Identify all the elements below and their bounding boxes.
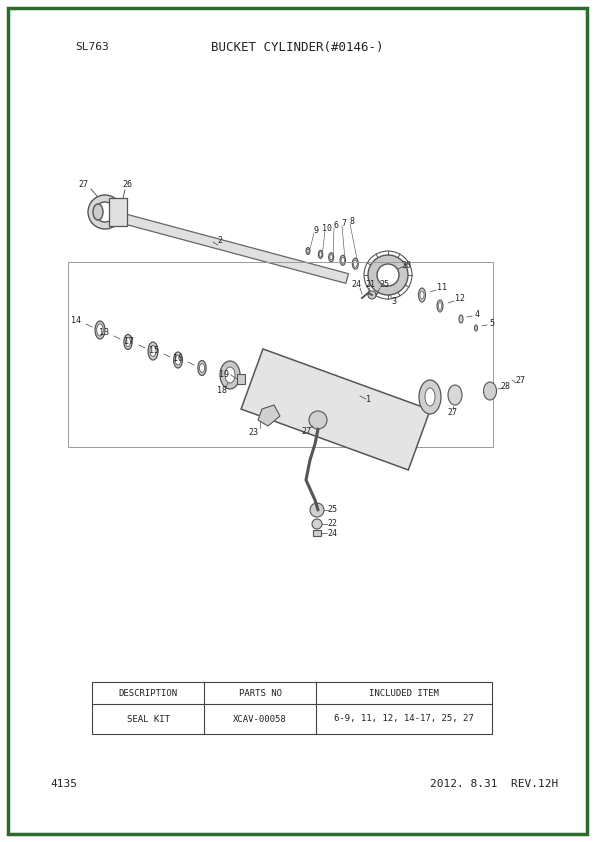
Text: 2012. 8.31  REV.12H: 2012. 8.31 REV.12H xyxy=(430,779,558,789)
Circle shape xyxy=(368,255,408,295)
Polygon shape xyxy=(258,405,280,426)
Ellipse shape xyxy=(319,252,322,257)
Text: 5: 5 xyxy=(490,318,494,328)
Text: SL763: SL763 xyxy=(75,42,109,52)
Ellipse shape xyxy=(328,253,334,262)
Text: 23: 23 xyxy=(248,428,258,436)
Ellipse shape xyxy=(352,258,358,269)
Text: 21: 21 xyxy=(365,280,375,289)
Ellipse shape xyxy=(97,324,104,336)
Ellipse shape xyxy=(474,325,478,331)
Text: 12: 12 xyxy=(455,294,465,302)
Ellipse shape xyxy=(341,258,345,264)
Ellipse shape xyxy=(126,338,130,347)
Text: 27: 27 xyxy=(515,376,525,385)
Ellipse shape xyxy=(124,334,132,349)
Ellipse shape xyxy=(448,385,462,405)
Ellipse shape xyxy=(93,204,103,220)
Ellipse shape xyxy=(199,364,205,372)
Polygon shape xyxy=(109,198,127,226)
Text: 3: 3 xyxy=(392,296,396,306)
Ellipse shape xyxy=(150,345,156,356)
Ellipse shape xyxy=(198,360,206,376)
Text: 18: 18 xyxy=(217,386,227,395)
Text: 13: 13 xyxy=(99,328,109,337)
Ellipse shape xyxy=(220,361,240,389)
Text: 25: 25 xyxy=(379,280,389,289)
Text: 22: 22 xyxy=(327,520,337,529)
Ellipse shape xyxy=(459,315,463,323)
Text: 2: 2 xyxy=(218,236,223,244)
Circle shape xyxy=(309,411,327,429)
Text: 11: 11 xyxy=(437,283,447,291)
Text: 24: 24 xyxy=(327,529,337,537)
Text: BUCKET CYLINDER(#0146-): BUCKET CYLINDER(#0146-) xyxy=(211,40,383,54)
Ellipse shape xyxy=(353,260,357,267)
Ellipse shape xyxy=(419,380,441,414)
Ellipse shape xyxy=(330,255,333,259)
Ellipse shape xyxy=(437,300,443,312)
Text: 28: 28 xyxy=(500,381,510,391)
Ellipse shape xyxy=(418,288,425,302)
Ellipse shape xyxy=(340,255,346,265)
Circle shape xyxy=(88,195,122,229)
Ellipse shape xyxy=(148,342,158,360)
Text: 27: 27 xyxy=(447,408,457,417)
Text: 6: 6 xyxy=(334,221,339,230)
Text: INCLUDED ITEM: INCLUDED ITEM xyxy=(369,689,439,697)
Circle shape xyxy=(368,291,376,299)
Text: 15: 15 xyxy=(149,345,159,354)
Ellipse shape xyxy=(307,249,309,253)
Text: 24: 24 xyxy=(351,280,361,289)
Text: 14: 14 xyxy=(71,316,81,324)
Circle shape xyxy=(95,202,115,222)
Ellipse shape xyxy=(176,355,181,365)
Ellipse shape xyxy=(306,248,310,254)
Text: 10: 10 xyxy=(322,223,332,232)
Circle shape xyxy=(312,519,322,529)
Text: 25: 25 xyxy=(327,504,337,514)
Text: 16: 16 xyxy=(173,354,183,363)
Text: 26: 26 xyxy=(122,179,132,189)
Ellipse shape xyxy=(439,302,441,310)
Ellipse shape xyxy=(95,321,105,339)
Text: 4135: 4135 xyxy=(50,779,77,789)
Text: 20: 20 xyxy=(401,260,411,269)
Text: 27: 27 xyxy=(78,179,88,189)
Ellipse shape xyxy=(225,367,235,383)
Text: 27: 27 xyxy=(301,427,311,435)
Text: DESCRIPTION: DESCRIPTION xyxy=(118,689,177,697)
Circle shape xyxy=(377,264,399,286)
Ellipse shape xyxy=(174,352,183,368)
Text: PARTS NO: PARTS NO xyxy=(239,689,281,697)
Ellipse shape xyxy=(420,291,424,299)
Text: 19: 19 xyxy=(219,370,229,379)
Text: 9: 9 xyxy=(314,226,318,235)
Polygon shape xyxy=(124,214,349,284)
Text: XCAV-00058: XCAV-00058 xyxy=(233,715,287,723)
Ellipse shape xyxy=(318,250,322,258)
Text: 1: 1 xyxy=(365,395,371,403)
Text: 7: 7 xyxy=(342,219,346,227)
Ellipse shape xyxy=(425,388,435,406)
Text: SEAL KIT: SEAL KIT xyxy=(127,715,170,723)
Bar xyxy=(313,530,321,536)
Text: 17: 17 xyxy=(124,337,134,345)
Text: 6-9, 11, 12, 14-17, 25, 27: 6-9, 11, 12, 14-17, 25, 27 xyxy=(334,715,474,723)
Bar xyxy=(68,262,493,447)
Ellipse shape xyxy=(484,382,496,400)
Text: 8: 8 xyxy=(349,216,355,226)
Text: 4: 4 xyxy=(474,310,480,318)
Circle shape xyxy=(310,503,324,517)
Bar xyxy=(237,374,245,384)
Polygon shape xyxy=(241,349,430,470)
Bar xyxy=(92,682,492,734)
